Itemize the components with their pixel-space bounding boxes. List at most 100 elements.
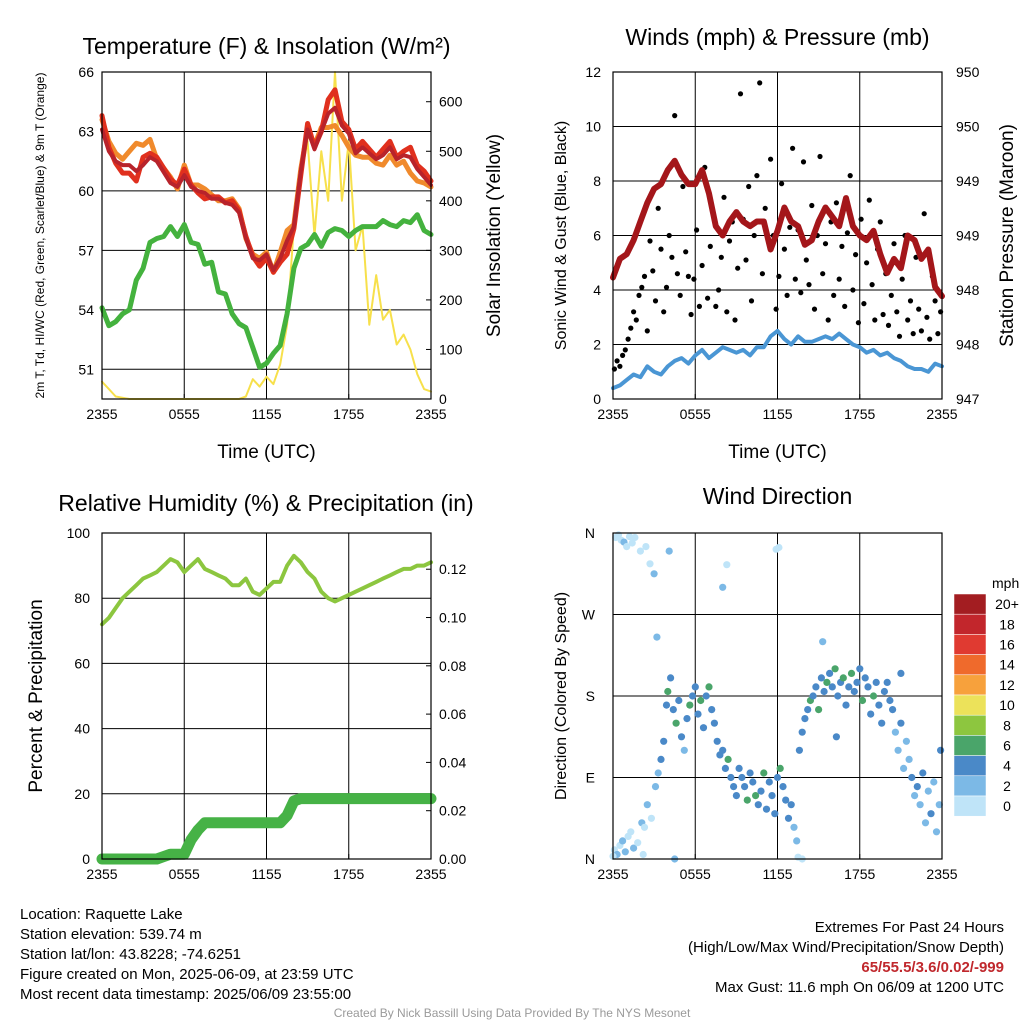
direction-point — [667, 674, 675, 682]
direction-point — [809, 692, 817, 700]
direction-point — [932, 828, 941, 836]
direction-point — [760, 769, 768, 777]
y2-tick-label: 400 — [439, 193, 463, 209]
y-tick-label: 51 — [78, 361, 94, 377]
direction-point — [897, 669, 905, 678]
extremes-values: 65/55.5/3.6/0.02/-999 — [861, 959, 1004, 976]
y-tick-label: 57 — [78, 242, 94, 258]
y-tick-label: N — [585, 851, 595, 867]
created-text: Figure created on Mon, 2025-06-09, at 23… — [20, 966, 354, 983]
temperature-panel: 2355 0555 1155 1755 2355 51 54 57 60 63 66 0 100 200 3… — [33, 33, 505, 463]
direction-point — [697, 696, 705, 705]
direction-point — [699, 724, 708, 732]
gust-point — [641, 273, 648, 279]
legend-label: 14 — [999, 657, 1015, 673]
y-tick-label: 0 — [593, 391, 601, 407]
chart-title: Temperature (F) & Insolation (W/m²) — [82, 33, 450, 59]
gust-point — [798, 290, 804, 296]
direction-point — [642, 543, 650, 551]
legend-label: 16 — [999, 637, 1015, 653]
y2-tick-label: 947 — [956, 391, 980, 407]
gust-point — [644, 328, 650, 334]
gust-point — [716, 287, 722, 293]
gust-point — [910, 331, 916, 337]
gust-point — [669, 254, 675, 260]
gust-point — [850, 287, 856, 293]
direction-point — [654, 769, 662, 777]
gust-point — [636, 292, 642, 298]
direction-point — [680, 746, 688, 754]
gust-point — [721, 194, 727, 200]
direction-point — [798, 728, 806, 736]
gust-point — [833, 200, 840, 206]
chart-title: Winds (mph) & Pressure (mb) — [625, 24, 929, 50]
direction-point — [924, 787, 932, 795]
direction-point — [768, 792, 776, 800]
x-tick-label: 1755 — [844, 866, 875, 882]
y-tick-label: 60 — [74, 655, 90, 671]
y2-tick-label: 949 — [956, 228, 980, 244]
credit-text: Created By Nick Bassill Using Data Provi… — [333, 1006, 691, 1020]
y2-tick-label: 949 — [956, 173, 980, 189]
gust-point — [831, 292, 837, 298]
gust-point — [817, 153, 823, 160]
direction-point — [858, 696, 867, 705]
direction-point — [675, 696, 683, 705]
x-axis-label: Time (UTC) — [217, 442, 316, 463]
gust-point — [847, 173, 853, 179]
direction-point — [815, 706, 823, 714]
gust-point — [811, 306, 818, 312]
direction-point — [817, 674, 826, 682]
x-tick-label: 1755 — [333, 406, 364, 422]
direction-point — [735, 764, 743, 773]
gust-point — [891, 241, 897, 247]
plot-frame — [101, 532, 432, 860]
direction-point — [631, 533, 639, 542]
gust-point — [885, 322, 892, 328]
y-tick-label: 63 — [78, 123, 94, 139]
direction-point — [930, 778, 938, 786]
y-axis-label: Direction (Colored By Speed) — [553, 592, 570, 800]
gust-point — [672, 113, 678, 119]
direction-point — [790, 823, 798, 831]
gust-point — [894, 309, 900, 315]
y2-tick-label: 0.10 — [439, 610, 466, 626]
legend-swatch — [953, 694, 987, 716]
direction-point — [708, 706, 716, 714]
gust-point — [806, 282, 812, 288]
gust-point — [713, 303, 719, 309]
legend-label: 10 — [999, 697, 1015, 713]
gust-point — [880, 311, 886, 318]
winds-panel: 2355 0555 1155 1755 235502468101294794894894… — [553, 24, 1018, 463]
direction-point — [625, 533, 634, 541]
y-tick-label: S — [586, 688, 595, 704]
direction-point — [662, 701, 671, 709]
direction-point — [762, 805, 771, 813]
direction-point — [634, 839, 642, 847]
direction-point — [702, 692, 710, 700]
direction-point — [801, 715, 809, 723]
legend-title: mph — [992, 575, 1019, 591]
y-tick-label: E — [586, 770, 595, 786]
extremes-desc: (High/Low/Max Wind/Precipitation/Snow De… — [688, 939, 1004, 956]
gust-point — [927, 336, 933, 342]
direction-point — [646, 560, 654, 568]
y2-axis-label: Solar Insolation (Yellow) — [484, 134, 505, 337]
legend-swatch — [953, 755, 987, 777]
y2-tick-label: 100 — [439, 341, 463, 357]
gust-point — [746, 183, 752, 190]
direction-point — [723, 561, 731, 569]
gust-point — [825, 317, 831, 323]
gust-point — [759, 271, 766, 277]
direction-point — [891, 728, 900, 736]
gust-point — [839, 243, 845, 249]
direction-point — [823, 678, 831, 687]
direction-point — [727, 773, 735, 782]
plot-frame — [612, 71, 943, 400]
gust-point — [688, 311, 694, 318]
gust-point — [683, 249, 689, 255]
direction-point — [908, 773, 916, 782]
direction-point — [630, 844, 638, 852]
direction-point — [886, 696, 894, 705]
